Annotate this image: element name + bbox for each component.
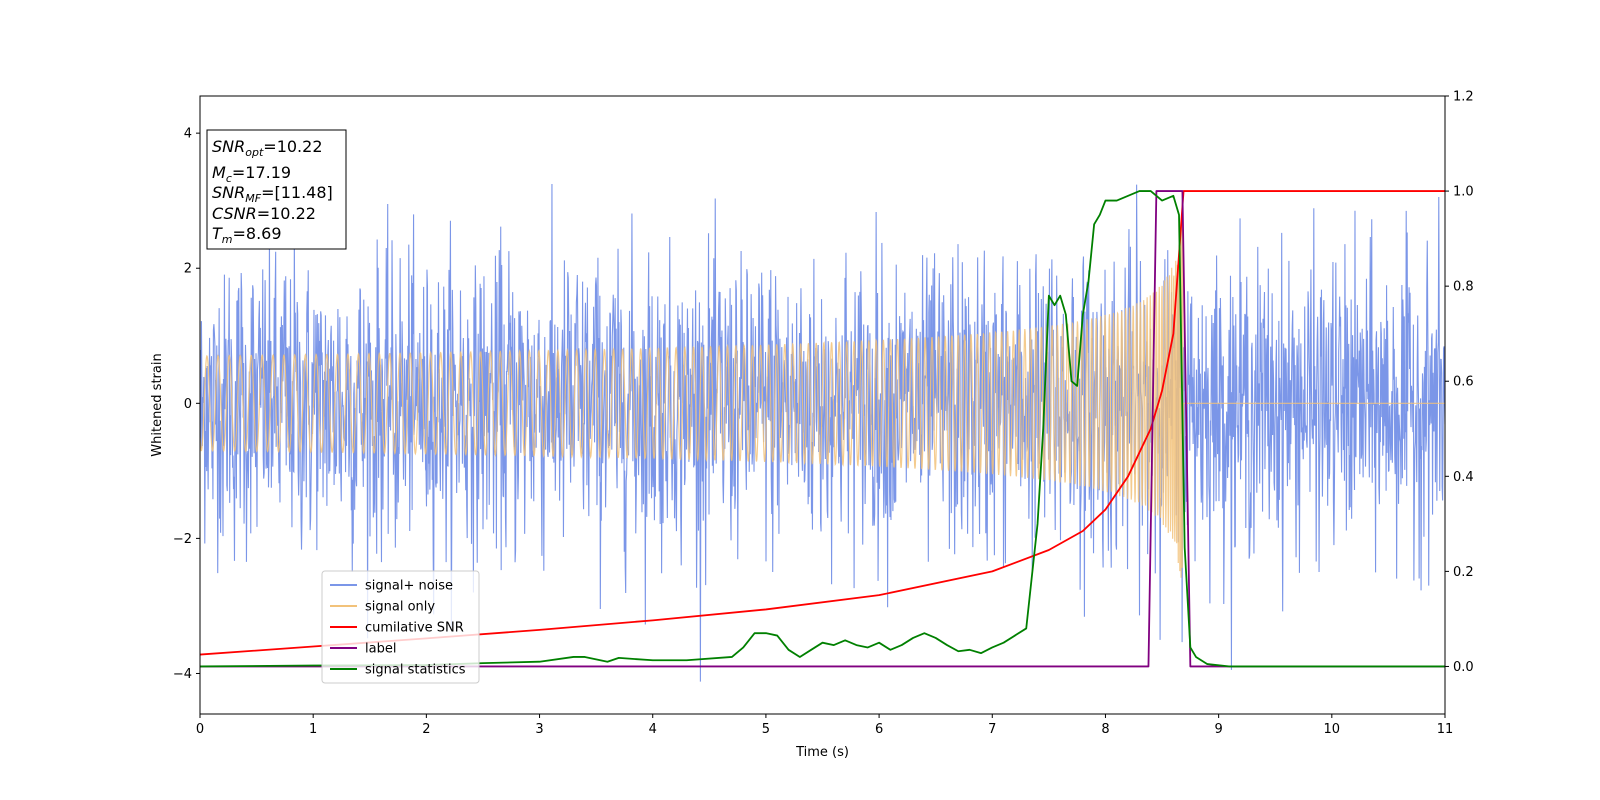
info-snr-opt: SNRopt=10.22 xyxy=(212,137,323,159)
legend-signal-only-label: signal only xyxy=(365,600,435,615)
series-signal-statistics xyxy=(200,190,1445,668)
y-tick-label-left: 4 xyxy=(184,127,192,142)
info-csnr: CSNR=10.22 xyxy=(212,204,316,223)
y-tick-label-left: −2 xyxy=(173,532,192,547)
plot-frame xyxy=(199,95,1446,715)
x-tick-label: 1 xyxy=(309,722,317,737)
y-tick-label-left: 0 xyxy=(184,397,192,412)
axes xyxy=(199,95,1446,715)
info-box: SNRopt=10.22 Mc=17.19SNRMF=[11.48]CSNR=10… xyxy=(206,129,347,250)
plot-area xyxy=(200,184,1445,682)
y-tick-label-right: 1.0 xyxy=(1453,185,1474,200)
x-tick-label: 2 xyxy=(422,722,430,737)
x-tick-label: 8 xyxy=(1101,722,1109,737)
y-tick-label-right: 0.4 xyxy=(1453,470,1474,485)
y-axis-title-left: Whitened strain xyxy=(150,353,165,456)
x-tick-label: 3 xyxy=(535,722,543,737)
x-tick-label: 0 xyxy=(196,722,204,737)
legend: signal+ noise signal only cumilative SNR la… xyxy=(321,570,480,684)
info-snr-mf: SNRMF=[11.48] xyxy=(212,183,333,205)
x-tick-label: 6 xyxy=(875,722,883,737)
y-tick-label-left: 2 xyxy=(184,262,192,277)
ticks: 0 1 2 3 4 5 6 7 8 9 10 11 −4 −2 0 2 4 0.0 0.2 0.4 0.6 0.8 1.0 1… xyxy=(173,90,1474,738)
legend-signal-statistics-label: signal statistics xyxy=(365,663,466,678)
x-tick-label: 7 xyxy=(988,722,996,737)
x-axis-title: Time (s) xyxy=(795,745,849,760)
y-tick-label-right: 0.2 xyxy=(1453,565,1474,580)
y-tick-label-left: −4 xyxy=(173,667,192,682)
legend-signal-noise-label: signal+ noise xyxy=(365,579,453,594)
x-tick-label: 9 xyxy=(1214,722,1222,737)
y-tick-label-right: 1.2 xyxy=(1453,90,1474,105)
series-signal-only xyxy=(200,217,1445,578)
legend-label-label: label xyxy=(365,642,396,657)
x-tick-label: 4 xyxy=(649,722,657,737)
series-cumulative-snr xyxy=(200,190,1445,656)
y-tick-label-right: 0.6 xyxy=(1453,375,1474,390)
info-mc: Mc=17.19 xyxy=(212,163,291,185)
x-tick-label: 10 xyxy=(1324,722,1341,737)
info-box-frame xyxy=(206,129,347,250)
y-tick-label-right: 0.0 xyxy=(1453,660,1474,675)
legend-frame xyxy=(321,570,480,684)
x-tick-label: 11 xyxy=(1437,722,1454,737)
legend-cumulative-snr-label: cumilative SNR xyxy=(365,621,464,636)
info-tm: Tm=8.69 xyxy=(212,224,282,246)
x-tick-label: 5 xyxy=(762,722,770,737)
y-tick-label-right: 0.8 xyxy=(1453,280,1474,295)
